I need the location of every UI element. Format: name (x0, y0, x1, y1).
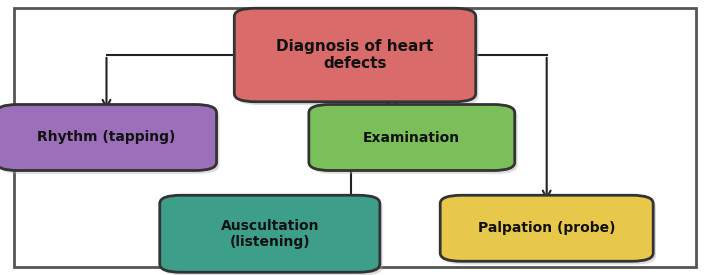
FancyBboxPatch shape (160, 195, 380, 272)
Text: Palpation (probe): Palpation (probe) (478, 221, 616, 235)
FancyBboxPatch shape (0, 104, 217, 170)
FancyBboxPatch shape (443, 199, 656, 265)
FancyBboxPatch shape (234, 8, 476, 102)
FancyBboxPatch shape (0, 108, 219, 174)
FancyBboxPatch shape (309, 104, 515, 170)
FancyBboxPatch shape (14, 8, 696, 267)
Text: Rhythm (tapping): Rhythm (tapping) (38, 131, 175, 144)
FancyBboxPatch shape (312, 108, 518, 174)
Text: Auscultation
(listening): Auscultation (listening) (221, 219, 319, 249)
Text: Examination: Examination (364, 131, 460, 144)
FancyBboxPatch shape (237, 12, 479, 105)
Text: Diagnosis of heart
defects: Diagnosis of heart defects (276, 39, 434, 71)
FancyBboxPatch shape (440, 195, 653, 261)
FancyBboxPatch shape (163, 199, 383, 275)
